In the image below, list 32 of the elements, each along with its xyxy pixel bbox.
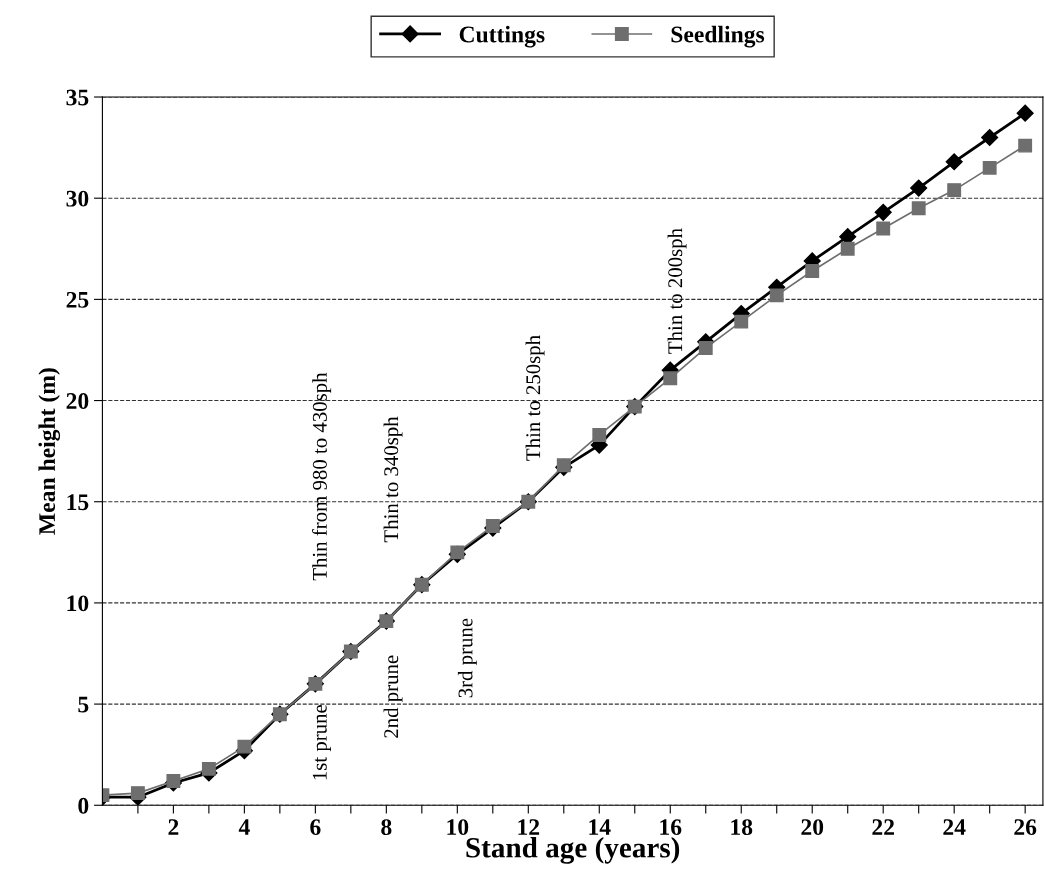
y-tick-label: 30 (66, 190, 89, 207)
x-tick-label: 2 (168, 819, 179, 835)
legend-label: Seedlings (671, 25, 765, 48)
x-tick-label: 6 (310, 819, 321, 836)
y-tick-label: 25 (66, 291, 89, 308)
legend-label: Cuttings (459, 25, 545, 48)
annotation: 2nd prune (383, 655, 403, 738)
annotation: Thin to 250sph (525, 335, 545, 461)
y-tick-label: 15 (67, 494, 89, 511)
y-tick-label: 35 (66, 89, 89, 106)
y-tick-label: 5 (78, 696, 89, 713)
x-tick-label: 24 (943, 819, 966, 835)
x-tick-label: 16 (660, 819, 682, 836)
x-tick-label: 14 (589, 819, 611, 835)
annotation: Thin to 340sph (383, 416, 403, 543)
x-tick-label: 18 (731, 819, 753, 836)
x-tick-label: 26 (1014, 819, 1037, 836)
annotation: 3rd prune (457, 618, 477, 698)
x-tick-label: 20 (801, 819, 824, 836)
annotation: Thin from 980 to 430sph (311, 372, 332, 581)
x-tick-label: 22 (872, 819, 894, 835)
x-tick-label: 8 (381, 819, 392, 836)
x-tick-label: 4 (238, 819, 250, 835)
y-tick-label: 20 (66, 393, 89, 409)
x-axis-title: Stand age (years) (466, 837, 680, 864)
y-tick-label: 10 (67, 595, 89, 612)
annotation: 1st prune (312, 704, 331, 780)
annotation: Thin to 200sph (667, 228, 687, 354)
x-tick-label: 12 (518, 819, 540, 835)
x-tick-label: 10 (447, 819, 469, 836)
y-tick-label: 0 (78, 797, 89, 814)
y-axis-title: Mean height (m) (38, 368, 61, 535)
